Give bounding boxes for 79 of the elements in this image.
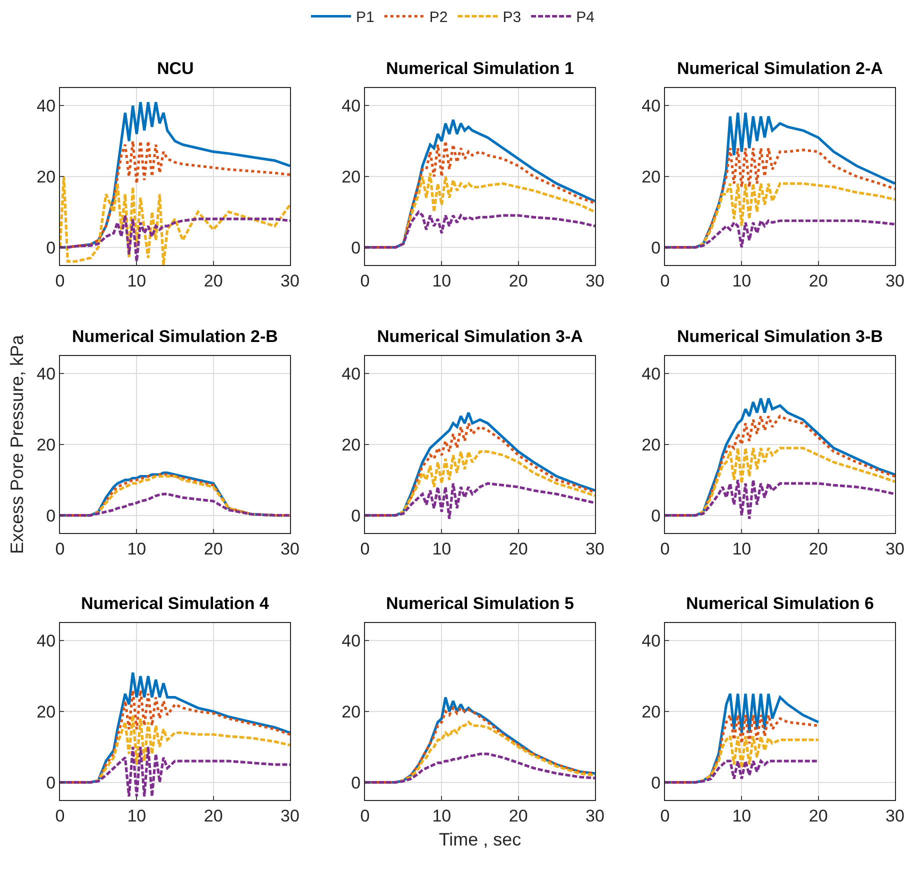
y-tick-label: 0: [46, 773, 56, 792]
x-tick-label: 30: [886, 271, 904, 290]
line-series: [60, 746, 290, 798]
y-tick-label: 0: [351, 238, 361, 258]
y-tick-label: 40: [342, 96, 361, 116]
line-series: [60, 214, 290, 263]
x-tick-label: 20: [808, 539, 828, 558]
y-tick-label: 20: [342, 702, 361, 722]
chart-title: Numerical Simulation 1: [386, 59, 574, 78]
line-series: [60, 175, 290, 265]
line-series: [365, 210, 595, 249]
y-tick-label: 40: [642, 96, 661, 116]
legend-label: P1: [356, 9, 374, 26]
chart-title: Numerical Simulation 3-A: [377, 327, 583, 346]
x-tick-label: 30: [586, 539, 604, 558]
y-tick-label: 20: [342, 435, 361, 454]
line-series: [60, 492, 290, 517]
y-tick-label: 0: [651, 773, 661, 792]
y-tick-label: 0: [46, 506, 56, 526]
y-tick-label: 20: [36, 167, 56, 186]
chart-title: Numerical Simulation 2-A: [677, 59, 883, 78]
x-tick-label: 20: [204, 539, 223, 558]
line-series: [665, 760, 820, 784]
x-tick-label: 10: [127, 539, 146, 558]
x-tick-label: 30: [280, 539, 300, 558]
x-tick-label: 30: [886, 806, 904, 826]
chart-title: Numerical Simulation 4: [81, 594, 270, 613]
y-tick-label: 20: [642, 435, 661, 454]
x-tick-label: 10: [732, 539, 752, 558]
y-tick-label: 20: [642, 167, 661, 186]
x-tick-label: 20: [508, 806, 528, 826]
y-tick-label: 0: [351, 773, 361, 792]
x-tick-label: 20: [508, 271, 528, 290]
legend-label: P2: [429, 9, 448, 26]
chart-title: Numerical Simulation 2-B: [72, 327, 278, 346]
x-tick-label: 20: [508, 539, 528, 558]
y-tick-label: 20: [36, 435, 56, 454]
x-tick-label: 10: [432, 806, 452, 826]
legend-label: P4: [576, 9, 594, 26]
y-tick-label: 0: [651, 238, 661, 258]
x-tick-label: 30: [586, 271, 604, 290]
y-tick-label: 20: [642, 702, 661, 722]
x-tick-label: 10: [732, 806, 752, 826]
y-tick-label: 40: [36, 364, 56, 384]
y-tick-label: 40: [642, 632, 661, 651]
y-tick-label: 40: [342, 364, 361, 384]
x-tick-label: 30: [886, 539, 904, 558]
y-tick-label: 0: [46, 238, 56, 258]
x-tick-label: 10: [432, 539, 452, 558]
x-tick-label: 10: [127, 806, 146, 826]
line-series: [365, 482, 595, 520]
chart-title: Numerical Simulation 6: [686, 594, 874, 613]
x-tick-label: 10: [127, 271, 146, 290]
x-tick-label: 30: [586, 806, 604, 826]
y-tick-label: 0: [651, 506, 661, 526]
y-axis-title: Excess Pore Pressure, kPa: [6, 334, 27, 554]
y-tick-label: 40: [36, 96, 56, 116]
chart-title: Numerical Simulation 5: [386, 594, 574, 613]
x-tick-label: 10: [432, 271, 452, 290]
chart-title: Numerical Simulation 3-B: [677, 327, 883, 346]
x-tick-label: 10: [732, 271, 752, 290]
x-tick-label: 30: [280, 806, 300, 826]
x-tick-label: 30: [280, 271, 300, 290]
x-axis-title: Time , sec: [438, 830, 522, 850]
x-tick-label: 20: [204, 271, 223, 290]
line-series: [665, 219, 895, 249]
y-tick-label: 0: [351, 506, 361, 526]
line-series: [365, 752, 595, 784]
x-tick-label: 20: [808, 271, 828, 290]
y-tick-label: 40: [36, 632, 56, 651]
x-tick-label: 20: [808, 806, 828, 826]
x-tick-label: 20: [204, 806, 223, 826]
line-series: [665, 478, 895, 520]
legend-label: P3: [502, 9, 522, 26]
y-tick-label: 40: [642, 364, 661, 384]
y-tick-label: 40: [342, 632, 361, 651]
chart-title: NCU: [157, 59, 194, 78]
y-tick-label: 20: [342, 167, 361, 186]
y-tick-label: 20: [36, 702, 56, 722]
